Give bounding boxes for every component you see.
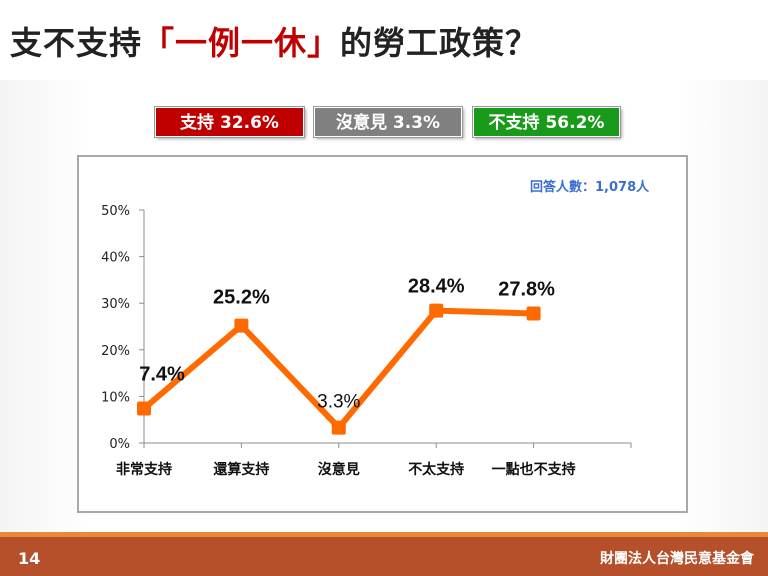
- data-point-marker: [331, 420, 346, 435]
- data-point-marker: [429, 303, 444, 318]
- data-point-marker: [526, 306, 541, 321]
- x-category-label: 不太支持: [408, 461, 464, 478]
- x-category-label: 還算支持: [213, 461, 269, 478]
- x-category-label: 非常支持: [116, 461, 172, 478]
- no-opinion-badge: 沒意見 3.3%: [314, 107, 462, 137]
- page-number: 14: [18, 549, 41, 568]
- footer-bar: [0, 537, 768, 576]
- data-point-marker: [137, 401, 151, 416]
- data-label: 28.4%: [408, 276, 465, 298]
- page-title: 支不支持「一例一休」的勞工政策？: [10, 18, 538, 64]
- footer-accent-stripe: [0, 532, 768, 537]
- y-tick-label: 20%: [101, 344, 130, 359]
- title-suffix: 的勞工政策？: [340, 24, 539, 62]
- y-tick-labels: 0% 10% 20% 30% 40% 50%: [101, 204, 130, 452]
- title-highlight: 「一例一休」: [142, 24, 341, 62]
- data-label: 7.4%: [139, 364, 185, 386]
- x-category-label: 一點也不支持: [492, 461, 576, 478]
- x-category-label: 沒意見: [318, 461, 360, 478]
- y-tick-label: 10%: [101, 390, 130, 405]
- y-tick-label: 40%: [101, 251, 130, 266]
- y-tick-label: 0%: [109, 437, 130, 452]
- respondent-count: 回答人數：1,078人: [530, 180, 650, 195]
- chart-frame: [77, 155, 688, 513]
- data-points: [137, 303, 541, 435]
- support-badge: 支持 32.6%: [155, 107, 304, 137]
- data-point-marker: [234, 318, 249, 333]
- against-badge: 不支持 56.2%: [473, 107, 620, 137]
- organization-name: 財團法人台灣民意基金會: [600, 551, 754, 567]
- data-labels: 7.4% 25.2% 3.3% 28.4% 27.8%: [139, 276, 555, 413]
- title-prefix: 支不支持: [10, 24, 143, 62]
- x-category-labels: 非常支持 還算支持 沒意見 不太支持 一點也不支持: [116, 461, 576, 478]
- title-bar: 支不支持「一例一休」的勞工政策？: [0, 0, 768, 80]
- y-tick-label: 30%: [101, 297, 130, 312]
- data-label: 3.3%: [317, 392, 360, 413]
- y-tick-label: 50%: [101, 204, 130, 219]
- data-label: 25.2%: [213, 287, 270, 309]
- chart-axes: [139, 209, 632, 448]
- data-label: 27.8%: [498, 278, 555, 300]
